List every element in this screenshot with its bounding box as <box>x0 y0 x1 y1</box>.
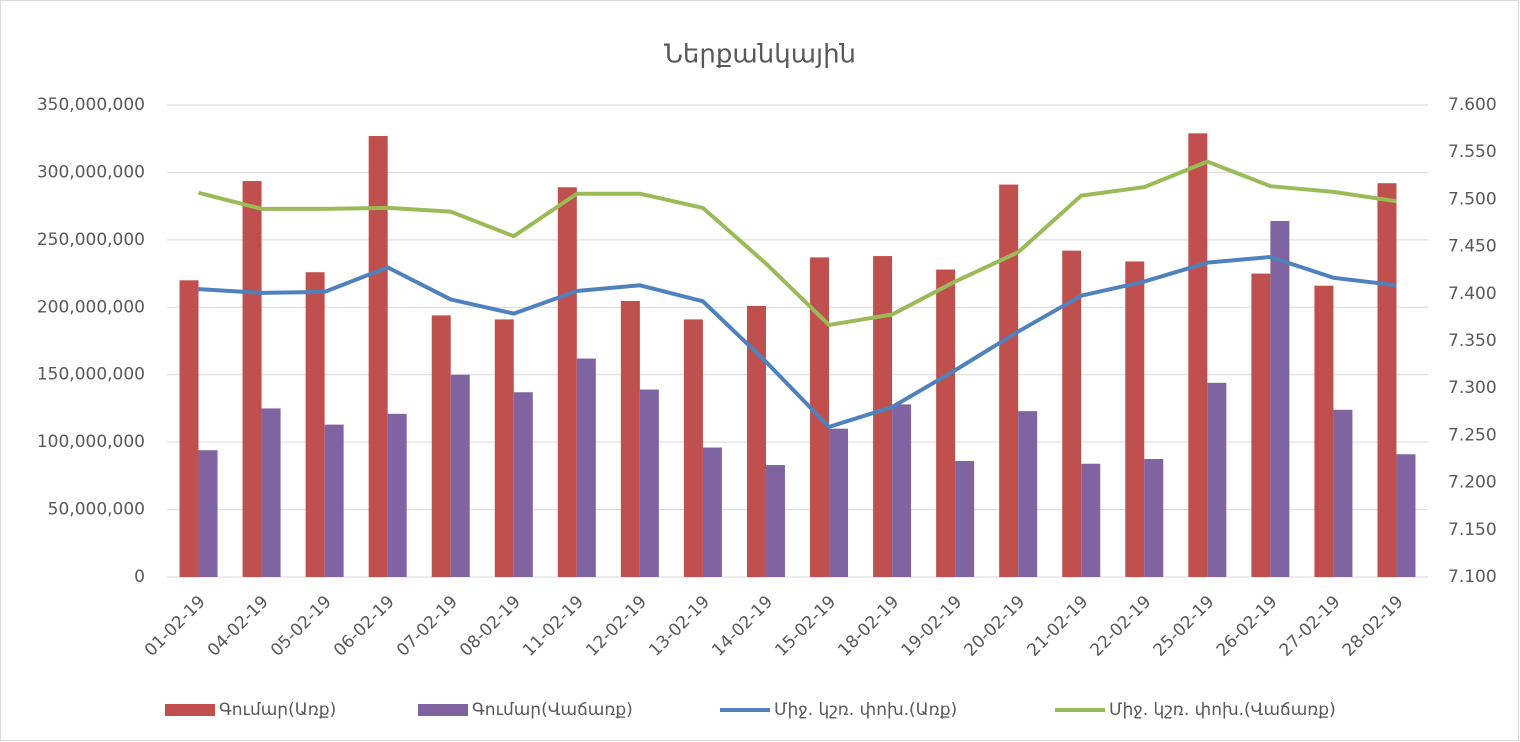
y2-tick-label: 7.450 <box>1448 237 1497 257</box>
bar <box>955 461 975 577</box>
bar <box>305 272 325 577</box>
y2-tick-label: 7.150 <box>1448 520 1497 540</box>
bar <box>873 256 893 577</box>
legend-label: Գումար(Առք) <box>219 700 336 720</box>
y2-tick-label: 7.600 <box>1448 95 1497 115</box>
bar <box>494 319 514 577</box>
y2-tick-label: 7.550 <box>1448 142 1497 162</box>
y-tick-label: 200,000,000 <box>37 297 145 317</box>
legend-label: Միջ. կշռ. փոխ.(Վաճառք) <box>1109 700 1336 720</box>
y-tick-label: 350,000,000 <box>37 95 145 115</box>
line <box>198 254 1397 429</box>
bar <box>242 181 262 577</box>
bar <box>261 408 281 577</box>
bar <box>620 300 640 577</box>
bar <box>1396 454 1416 577</box>
y2-tick-label: 7.100 <box>1448 567 1497 587</box>
y2-tick-label: 7.400 <box>1448 284 1497 304</box>
bar <box>1125 261 1145 577</box>
bar <box>557 187 577 577</box>
bar <box>1333 409 1353 577</box>
bar <box>1270 220 1290 577</box>
legend-swatch <box>165 704 215 716</box>
y-tick-label: 150,000,000 <box>37 365 145 385</box>
bar <box>387 413 407 577</box>
bar <box>368 136 388 577</box>
bar <box>765 465 785 577</box>
legend-swatch <box>418 704 468 716</box>
y-tick-label: 300,000,000 <box>37 162 145 182</box>
bar <box>198 450 218 577</box>
bar <box>639 389 659 577</box>
bar <box>892 404 912 577</box>
y2-tick-label: 7.200 <box>1448 473 1497 493</box>
legend-label: Միջ. կշռ. փոխ.(Առք) <box>774 700 957 720</box>
chart-title: Ներքանկային <box>664 40 856 70</box>
bar <box>1144 459 1164 577</box>
bar <box>324 424 344 577</box>
bar <box>1314 285 1334 577</box>
y-tick-label: 50,000,000 <box>48 500 145 520</box>
y2-tick-label: 7.350 <box>1448 331 1497 351</box>
bar <box>702 447 722 577</box>
y2-tick-label: 7.250 <box>1448 425 1497 445</box>
y-tick-label: 100,000,000 <box>37 432 145 452</box>
y-tick-label: 0 <box>134 567 145 587</box>
bar <box>1081 463 1101 577</box>
bar <box>683 319 703 577</box>
bar <box>1188 133 1208 577</box>
bar <box>513 392 533 577</box>
bar <box>999 184 1019 577</box>
bar <box>1251 273 1271 577</box>
bar <box>1377 183 1397 577</box>
bar <box>936 269 956 577</box>
y2-tick-label: 7.300 <box>1448 378 1497 398</box>
bar <box>576 358 596 577</box>
bar <box>179 280 199 577</box>
bar <box>746 305 766 577</box>
line <box>198 159 1397 327</box>
bar <box>829 428 849 577</box>
bar <box>431 315 451 577</box>
bar <box>1018 411 1038 577</box>
y-tick-label: 250,000,000 <box>37 230 145 250</box>
bar <box>1207 382 1227 577</box>
legend-label: Գումար(Վաճառք) <box>472 700 633 720</box>
y2-tick-label: 7.500 <box>1448 189 1497 209</box>
bar <box>450 374 470 577</box>
bar <box>1062 250 1082 577</box>
